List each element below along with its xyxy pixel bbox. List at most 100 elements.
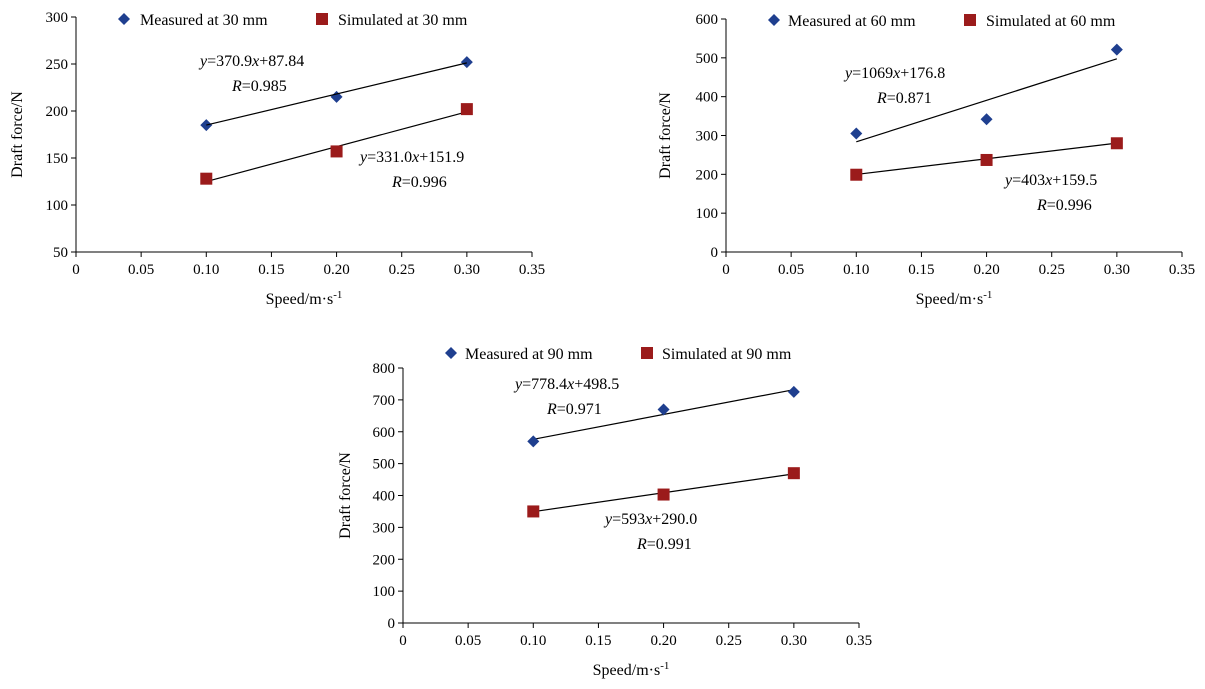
y-tick-label: 200 (46, 104, 69, 120)
regression-equation: y=403x+159.5 (1003, 172, 1097, 189)
x-tick-label: 0.05 (778, 262, 804, 278)
y-axis-title: Draft force/N (337, 452, 354, 539)
data-point-square (527, 505, 540, 518)
regression-equation: y=778.4x+498.5 (513, 376, 619, 393)
series-simulated (850, 137, 1123, 181)
correlation-coefficient: R=0.996 (391, 174, 447, 191)
x-tick-label: 0.15 (258, 262, 284, 278)
legend-marker-square (641, 347, 653, 359)
data-point-square (200, 172, 213, 185)
y-axis-title: Draft force/N (657, 92, 674, 179)
y-tick-label: 300 (46, 10, 69, 26)
y-tick-label: 200 (696, 167, 719, 183)
x-tick-label: 0.05 (128, 262, 154, 278)
y-tick-label: 100 (46, 198, 69, 214)
x-axis-title: Speed/m·s-1 (916, 289, 993, 308)
data-point-square (980, 153, 993, 166)
x-tick-label: 0.05 (455, 633, 481, 649)
legend-label: Simulated at 60 mm (986, 13, 1116, 30)
legend-label: Measured at 60 mm (788, 13, 916, 30)
data-point-square (850, 168, 863, 181)
y-tick-label: 150 (46, 151, 69, 167)
correlation-coefficient: R=0.985 (231, 78, 287, 95)
correlation-coefficient: R=0.971 (546, 401, 602, 418)
data-point-square (657, 488, 670, 501)
y-tick-label: 500 (373, 457, 396, 473)
y-tick-label: 200 (373, 552, 396, 568)
x-tick-label: 0 (399, 633, 407, 649)
regression-equation: y=1069x+176.8 (843, 65, 945, 82)
series-measured (527, 385, 800, 448)
x-tick-label: 0.25 (389, 262, 415, 278)
x-tick-label: 0.15 (908, 262, 934, 278)
data-point-diamond (657, 403, 670, 416)
x-tick-label: 0.35 (519, 262, 545, 278)
y-tick-label: 400 (373, 489, 396, 505)
x-tick-label: 0 (72, 262, 80, 278)
data-point-square (330, 145, 343, 158)
trend-line (206, 62, 467, 126)
correlation-coefficient: R=0.996 (1036, 197, 1092, 214)
y-tick-label: 700 (373, 393, 396, 409)
x-tick-label: 0.10 (520, 633, 546, 649)
x-tick-label: 0.15 (585, 633, 611, 649)
y-tick-label: 0 (711, 245, 719, 261)
x-tick-label: 0.30 (454, 262, 480, 278)
y-tick-label: 600 (696, 12, 719, 28)
data-point-diamond (787, 385, 800, 398)
correlation-coefficient: R=0.871 (876, 90, 932, 107)
data-point-square (460, 103, 473, 116)
y-axis-title: Draft force/N (9, 91, 26, 178)
x-tick-label: 0.25 (716, 633, 742, 649)
legend-marker-square (964, 14, 976, 26)
legend-marker-diamond (445, 347, 457, 359)
x-tick-label: 0 (722, 262, 730, 278)
chart-panel-2: 0 0.05 0.10 0.15 0.20 0.25 0.30 0.35 0 100 200 300 4… (657, 12, 1195, 308)
chart-panel-3: 0 0.05 0.10 0.15 0.20 0.25 0.30 0.35 0 100 200 300 4… (337, 346, 872, 679)
y-tick-label: 300 (696, 129, 719, 145)
data-point-diamond (200, 119, 213, 132)
regression-equation: y=593x+290.0 (603, 511, 697, 528)
series-measured (850, 43, 1123, 143)
x-tick-label: 0.20 (650, 633, 676, 649)
x-tick-label: 0.25 (1039, 262, 1065, 278)
legend-label: Simulated at 30 mm (338, 12, 468, 29)
x-tick-label: 0.35 (846, 633, 872, 649)
data-point-square (787, 467, 800, 480)
regression-equation: y=331.0x+151.9 (358, 149, 464, 166)
regression-equation: y=370.9x+87.84 (198, 53, 304, 70)
data-point-diamond (527, 435, 540, 448)
series-simulated (527, 467, 800, 518)
series-simulated (200, 62, 473, 185)
x-axis-title: Speed/m·s-1 (593, 660, 670, 679)
y-tick-label: 500 (696, 51, 719, 67)
y-tick-label: 100 (373, 584, 396, 600)
data-point-diamond (330, 90, 343, 103)
data-point-diamond (980, 113, 993, 126)
x-tick-label: 0.30 (781, 633, 807, 649)
x-tick-label: 0.20 (973, 262, 999, 278)
legend-marker-diamond (118, 13, 130, 25)
y-tick-label: 400 (696, 90, 719, 106)
x-axis-title: Speed/m·s-1 (266, 289, 343, 308)
legend-marker-square (316, 13, 328, 25)
legend-label: Measured at 30 mm (140, 12, 268, 29)
x-tick-label: 0.20 (323, 262, 349, 278)
y-tick-label: 50 (53, 245, 68, 261)
correlation-coefficient: R=0.991 (636, 536, 692, 553)
x-tick-label: 0.10 (843, 262, 869, 278)
data-point-square (1110, 137, 1123, 150)
legend-label: Simulated at 90 mm (662, 346, 792, 363)
trend-line (856, 58, 1118, 143)
legend-label: Measured at 90 mm (465, 346, 593, 363)
x-tick-label: 0.35 (1169, 262, 1195, 278)
y-tick-label: 100 (696, 206, 719, 222)
legend-marker-diamond (768, 14, 780, 26)
data-point-diamond (1110, 43, 1123, 56)
x-tick-label: 0.30 (1104, 262, 1130, 278)
y-tick-label: 0 (388, 616, 396, 632)
y-tick-label: 600 (373, 425, 396, 441)
y-tick-label: 300 (373, 520, 396, 536)
